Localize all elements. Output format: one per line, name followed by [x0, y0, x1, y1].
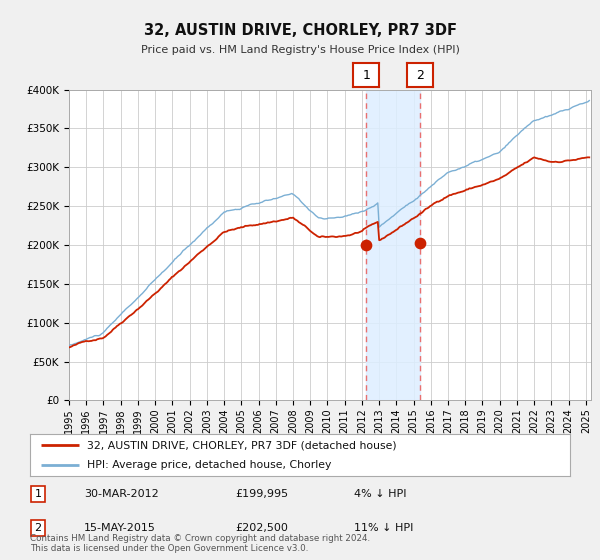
Text: 11% ↓ HPI: 11% ↓ HPI — [354, 523, 413, 533]
Point — [361, 241, 371, 250]
Text: £199,995: £199,995 — [235, 489, 289, 499]
Text: HPI: Average price, detached house, Chorley: HPI: Average price, detached house, Chor… — [86, 460, 331, 470]
Text: 30-MAR-2012: 30-MAR-2012 — [84, 489, 159, 499]
Text: 4% ↓ HPI: 4% ↓ HPI — [354, 489, 407, 499]
Text: Price paid vs. HM Land Registry's House Price Index (HPI): Price paid vs. HM Land Registry's House … — [140, 45, 460, 55]
Text: 1: 1 — [35, 489, 41, 499]
Bar — [366, 90, 420, 400]
Point — [415, 239, 425, 248]
Text: 1: 1 — [362, 68, 370, 82]
Text: £202,500: £202,500 — [235, 523, 288, 533]
Text: Contains HM Land Registry data © Crown copyright and database right 2024.
This d: Contains HM Land Registry data © Crown c… — [30, 534, 370, 553]
Text: 15-MAY-2015: 15-MAY-2015 — [84, 523, 156, 533]
Text: 2: 2 — [416, 68, 424, 82]
Text: 2: 2 — [35, 523, 41, 533]
Text: 32, AUSTIN DRIVE, CHORLEY, PR7 3DF: 32, AUSTIN DRIVE, CHORLEY, PR7 3DF — [143, 23, 457, 38]
Text: 32, AUSTIN DRIVE, CHORLEY, PR7 3DF (detached house): 32, AUSTIN DRIVE, CHORLEY, PR7 3DF (deta… — [86, 440, 397, 450]
